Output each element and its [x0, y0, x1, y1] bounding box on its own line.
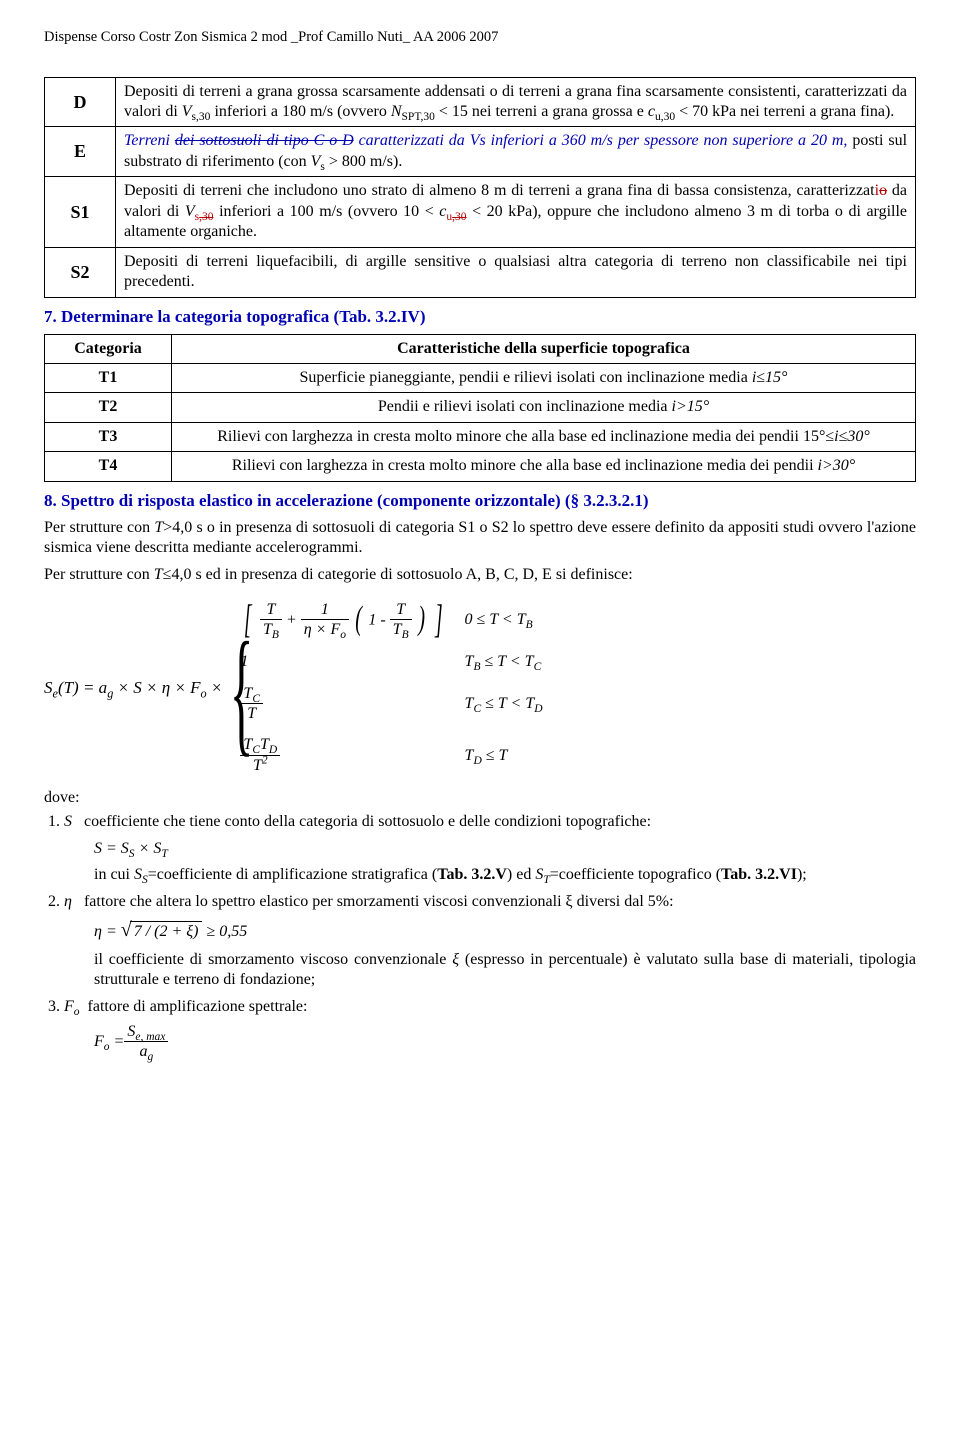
topo-head-cat: Categoria	[45, 334, 172, 363]
cat-d-label: D	[45, 77, 116, 127]
para-8b: Per strutture con T≤4,0 s ed in presenza…	[44, 565, 916, 585]
table-row: T2 Pendii e rilievi isolati con inclinaz…	[45, 393, 916, 422]
topo-t4-label: T4	[45, 452, 172, 481]
topo-t1-label: T1	[45, 363, 172, 392]
list-item: Fo fattore di amplificazione spettrale: …	[64, 997, 916, 1063]
page-header: Dispense Corso Costr Zon Sismica 2 mod _…	[44, 28, 916, 47]
table-row: S1 Depositi di terreni che includono uno…	[45, 177, 916, 247]
topo-t2-label: T2	[45, 393, 172, 422]
section-8-heading: 8. Spettro di risposta elastico in accel…	[44, 490, 916, 512]
list-item: S coefficiente che tiene conto della cat…	[64, 812, 916, 885]
spectrum-equation: Se(T) = ag × S × η × Fo × { [ TTB + 1η ×…	[44, 595, 916, 782]
cat-s2-label: S2	[45, 247, 116, 297]
definition-list: S coefficiente che tiene conto della cat…	[44, 812, 916, 1062]
table-row: T4 Rilievi con larghezza in cresta molto…	[45, 452, 916, 481]
table-row: T1 Superficie pianeggiante, pendii e ril…	[45, 363, 916, 392]
cat-s1-text: Depositi di terreni che includono uno st…	[116, 177, 916, 247]
cat-d-text: Depositi di terreni a grana grossa scars…	[116, 77, 916, 127]
cat-s2-text: Depositi di terreni liquefacibili, di ar…	[116, 247, 916, 297]
topo-t1-text: Superficie pianeggiante, pendii e riliev…	[172, 363, 916, 392]
list-item: η fattore che altera lo spettro elastico…	[64, 892, 916, 991]
section-7-heading: 7. Determinare la categoria topografica …	[44, 306, 916, 328]
topo-t3-text: Rilievi con larghezza in cresta molto mi…	[172, 422, 916, 451]
topo-t4-text: Rilievi con larghezza in cresta molto mi…	[172, 452, 916, 481]
soil-category-table: D Depositi di terreni a grana grossa sca…	[44, 77, 916, 298]
table-row: Categoria Caratteristiche della superfic…	[45, 334, 916, 363]
table-row: S2 Depositi di terreni liquefacibili, di…	[45, 247, 916, 297]
cat-e-label: E	[45, 127, 116, 177]
topo-head-desc: Caratteristiche della superficie topogra…	[172, 334, 916, 363]
table-row: D Depositi di terreni a grana grossa sca…	[45, 77, 916, 127]
table-row: E Terreni dei sottosuoli di tipo C o D c…	[45, 127, 916, 177]
topo-t3-label: T3	[45, 422, 172, 451]
topography-table: Categoria Caratteristiche della superfic…	[44, 334, 916, 482]
dove-label: dove:	[44, 788, 916, 808]
cat-e-text: Terreni dei sottosuoli di tipo C o D car…	[116, 127, 916, 177]
cat-s1-label: S1	[45, 177, 116, 247]
para-8a: Per strutture con T>4,0 s o in presenza …	[44, 518, 916, 559]
table-row: T3 Rilievi con larghezza in cresta molto…	[45, 422, 916, 451]
topo-t2-text: Pendii e rilievi isolati con inclinazion…	[172, 393, 916, 422]
